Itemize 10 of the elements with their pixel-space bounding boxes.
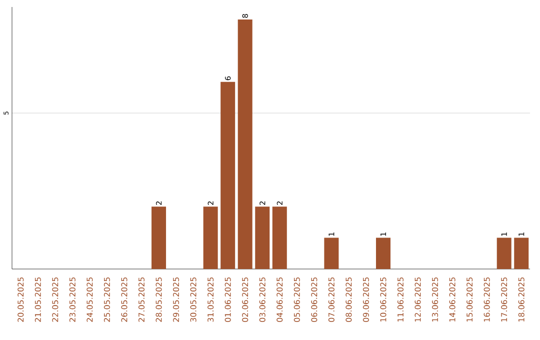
bar xyxy=(496,238,512,269)
bar xyxy=(272,206,287,269)
bar xyxy=(203,206,218,269)
bar xyxy=(514,238,529,269)
bar xyxy=(220,82,236,269)
bar xyxy=(376,238,390,269)
bar xyxy=(152,206,166,269)
bar xyxy=(238,19,252,269)
bar xyxy=(324,238,339,269)
bar xyxy=(255,206,270,269)
